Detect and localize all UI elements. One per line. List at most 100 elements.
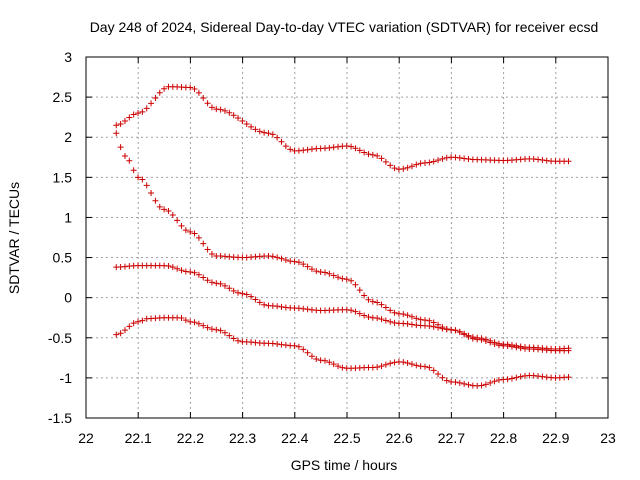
data-point <box>378 363 385 370</box>
data-point <box>226 109 233 116</box>
data-point <box>435 324 442 331</box>
data-point <box>252 296 259 303</box>
data-point <box>439 374 446 381</box>
data-point <box>408 321 415 328</box>
data-point <box>456 328 463 335</box>
data-point <box>443 377 450 384</box>
data-point <box>535 373 542 380</box>
data-point <box>352 308 359 315</box>
data-point <box>161 85 168 92</box>
data-point <box>330 361 337 368</box>
data-point <box>491 378 498 385</box>
data-point <box>235 289 242 296</box>
y-tick-labels: -1.5 -1 -0.5 0 0.5 1 1.5 2 2.5 3 <box>48 49 72 426</box>
data-point <box>121 327 128 334</box>
data-point <box>200 322 207 329</box>
data-point <box>295 343 302 350</box>
data-point <box>404 164 411 171</box>
data-point <box>139 176 146 183</box>
data-point <box>235 337 242 344</box>
data-point <box>365 296 372 303</box>
data-point <box>413 362 420 369</box>
data-point <box>213 326 220 333</box>
data-point <box>226 285 233 292</box>
data-point <box>139 317 146 324</box>
data-point <box>365 151 372 158</box>
data-point <box>187 228 194 235</box>
data-point <box>148 190 155 197</box>
data-point <box>135 174 142 181</box>
data-point <box>300 261 307 268</box>
data-point <box>335 363 342 370</box>
grid <box>86 57 608 418</box>
data-point <box>230 287 237 294</box>
data-point <box>295 259 302 266</box>
data-point <box>348 143 355 150</box>
data-point <box>321 269 328 276</box>
data-point <box>148 100 155 107</box>
data-point <box>178 314 185 321</box>
data-point <box>282 143 289 150</box>
data-point <box>430 158 437 165</box>
data-point <box>382 304 389 311</box>
y-tick-label: 2 <box>64 129 72 145</box>
data-point <box>139 108 146 115</box>
data-point <box>469 334 476 341</box>
data-point <box>513 374 520 381</box>
data-point <box>400 311 407 318</box>
data-point <box>195 234 202 241</box>
data-point <box>369 151 376 158</box>
data-point <box>356 310 363 317</box>
data-point <box>435 157 442 164</box>
y-tick-label: 3 <box>64 49 72 65</box>
data-point <box>165 207 172 214</box>
data-point <box>382 361 389 368</box>
data-point <box>535 156 542 163</box>
data-point <box>156 203 163 210</box>
data-point <box>243 121 250 128</box>
data-point <box>313 356 320 363</box>
data-point <box>152 197 159 204</box>
data-point <box>200 240 207 247</box>
data-point <box>126 157 133 164</box>
data-point <box>195 271 202 278</box>
data-point <box>265 130 272 137</box>
data-point <box>382 317 389 324</box>
data-point <box>221 282 228 289</box>
data-point <box>330 272 337 279</box>
data-point <box>208 104 215 111</box>
data-point <box>308 266 315 273</box>
data-point <box>422 317 429 324</box>
x-tick-label: 22.6 <box>386 430 413 446</box>
data-point <box>117 144 124 151</box>
data-point <box>191 319 198 326</box>
y-tick-label: -1.5 <box>48 410 72 426</box>
data-point <box>200 274 207 281</box>
data-point <box>452 327 459 334</box>
data-point <box>221 107 228 114</box>
data-point <box>269 253 276 260</box>
data-point <box>217 106 224 113</box>
data-point <box>126 323 133 330</box>
data-point <box>504 341 511 348</box>
data-point <box>135 110 142 117</box>
data-point <box>187 318 194 325</box>
data-point <box>304 349 311 356</box>
data-point <box>204 100 211 107</box>
data-point <box>439 155 446 162</box>
data-point <box>465 381 472 388</box>
data-point <box>504 376 511 383</box>
data-point <box>113 130 120 137</box>
data-point <box>169 212 176 219</box>
data-point <box>539 157 546 164</box>
data-point <box>269 131 276 138</box>
data-point <box>304 146 311 153</box>
data-point <box>178 267 185 274</box>
data-point <box>161 206 168 213</box>
data-point <box>391 309 398 316</box>
data-point <box>208 251 215 258</box>
data-point <box>261 129 268 136</box>
data-point <box>335 274 342 281</box>
data-point <box>291 342 298 349</box>
data-point <box>165 263 172 270</box>
